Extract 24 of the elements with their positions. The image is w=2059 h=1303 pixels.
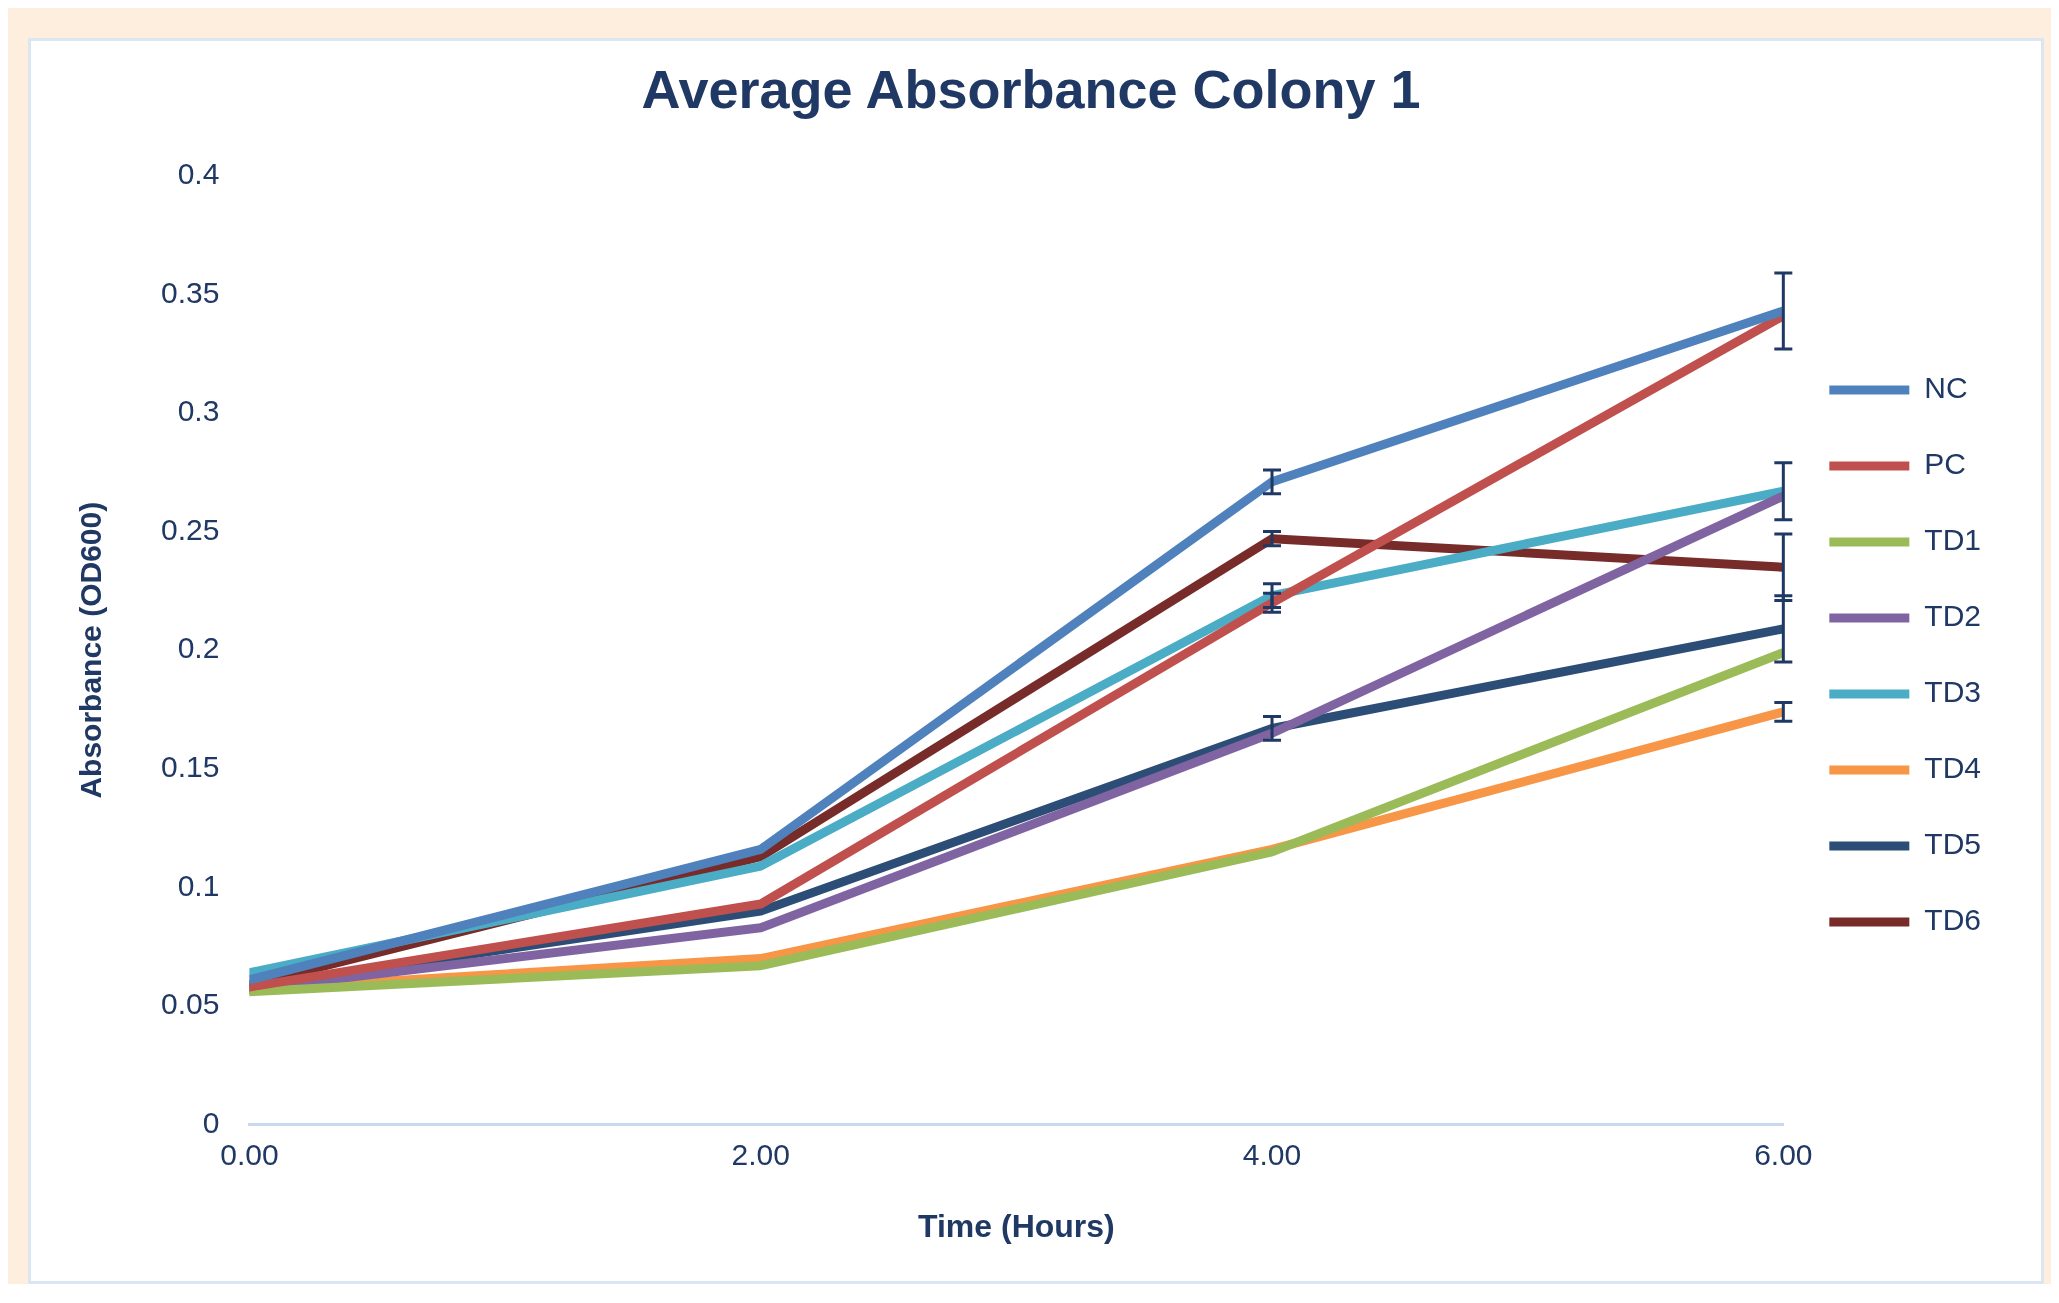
legend-label: TD3 [1924,675,1982,709]
y-tick-label: 0.4 [177,157,220,191]
y-tick-label: 0.2 [177,631,220,665]
y-axis-title: Absorbance (OD600) [74,501,108,799]
x-tick-label: 2.00 [731,1137,790,1171]
chart-title: Average Absorbance Colony 1 [641,59,1421,120]
legend-label: TD1 [1924,523,1982,557]
x-axis-title: Time (Hours) [917,1207,1115,1244]
legend-label: TD5 [1924,827,1982,861]
legend-label: TD4 [1924,751,1982,785]
y-tick-label: 0 [202,1105,220,1139]
y-tick-label: 0.15 [161,750,220,784]
legend-label: NC [1924,371,1968,405]
x-tick-label: 6.00 [1754,1137,1813,1171]
y-tick-label: 0.3 [177,394,220,428]
y-tick-label: 0.1 [177,868,220,902]
legend-label: PC [1924,447,1967,481]
x-tick-label: 0.00 [220,1137,279,1171]
y-tick-label: 0.05 [161,987,220,1021]
legend-label: TD2 [1924,599,1982,633]
legend-label: TD6 [1924,903,1982,937]
y-tick-label: 0.35 [161,275,220,309]
x-tick-label: 4.00 [1242,1137,1302,1171]
y-tick-label: 0.25 [161,512,220,546]
